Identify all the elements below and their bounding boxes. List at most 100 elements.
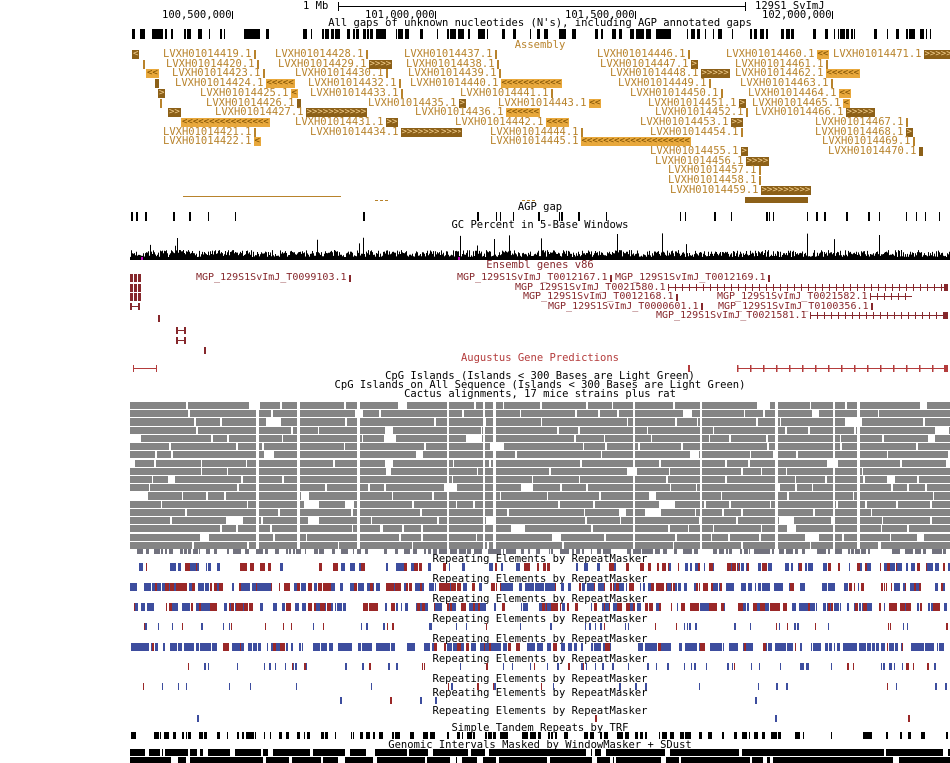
assembly-fragment[interactable]: LVXH01014434.1 >>>>>>>>>>> [310, 126, 463, 137]
augustus-gene-segment[interactable] [133, 365, 157, 372]
ensembl-gene[interactable]: MGP_129S1SvImJ_T0021581.1 [656, 311, 807, 321]
repeatmasker-track-6[interactable] [130, 663, 950, 670]
track-title-agp-gap[interactable]: AGP gap [517, 201, 563, 213]
track-title-cpg-islands-all[interactable]: CpG Islands on All Sequence (Islands < 3… [334, 379, 746, 391]
assembly-fragment-mark[interactable] [160, 98, 162, 108]
assembly-fragment-mark[interactable]: <<<<<<<<<<<<<<<< [181, 117, 270, 127]
assembly-fragment[interactable]: LVXH01014452.1 [655, 107, 748, 117]
assembly-fragment-mark[interactable]: << [146, 69, 159, 79]
assembly-fragment[interactable]: LVXH01014427.1 >>>>>>>>>>> [215, 107, 368, 117]
assembly-fragment[interactable]: LVXH01014460.1 << [726, 49, 830, 59]
assembly-fragment[interactable]: LVXH01014425.1 < [200, 88, 298, 98]
ensembl-gene[interactable]: MGP_129S1SvImJ_T0012169.1 [615, 273, 770, 283]
repeatmasker-track-3[interactable] [130, 603, 950, 611]
track-title-repeatmasker-5[interactable]: Repeating Elements by RepeatMasker [432, 633, 648, 645]
assembly-fragment[interactable]: LVXH01014449.1 [618, 78, 711, 88]
track-title-repeatmasker-3[interactable]: Repeating Elements by RepeatMasker [432, 593, 648, 605]
assembly-fragment[interactable]: LVXH01014448.1 >>>>> [610, 68, 730, 79]
assembly-fragment[interactable]: LVXH01014464.1 << [748, 88, 852, 98]
track-title-gc-percent[interactable]: GC Percent in 5-Base Windows [451, 219, 629, 231]
ensembl-clipped-gene[interactable] [130, 274, 142, 282]
track-title-repeatmasker-2[interactable]: Repeating Elements by RepeatMasker [432, 573, 648, 585]
track-title-assembly[interactable]: Assembly [514, 39, 566, 51]
assembly-fragment[interactable]: LVXH01014457.1 [668, 165, 761, 176]
assembly-fragment[interactable]: LVXH01014432.1 [308, 78, 401, 88]
assembly-fragment[interactable]: LVXH01014428.1 [275, 49, 368, 59]
assembly-fragment[interactable]: LVXH01014471.1 >>>>> [833, 49, 950, 59]
track-title-repeatmasker-8[interactable]: Repeating Elements by RepeatMasker [432, 687, 648, 699]
assembly-fragment[interactable]: LVXH01014455.1 > [650, 146, 748, 156]
cactus-rat-row[interactable] [130, 549, 950, 554]
assembly-fragment[interactable]: LVXH01014453.1 >> [640, 117, 744, 127]
assembly-fragment[interactable]: LVXH01014422.1 < [163, 136, 261, 147]
track-title-ensembl[interactable]: Ensembl genes v86 [486, 259, 594, 271]
assembly-fragment-mark[interactable]: >> [168, 108, 181, 118]
ensembl-gene[interactable]: MGP_129S1SvImJ_T0021582.1 [717, 292, 868, 302]
ensembl-clipped-gene[interactable] [130, 283, 142, 292]
repeatmasker-track-7[interactable] [130, 683, 950, 690]
assembly-fragment-mark[interactable]: < [132, 50, 140, 59]
repeatmasker-track-4[interactable] [130, 623, 950, 630]
repeatmasker-track-2[interactable] [130, 583, 950, 591]
track-title-cactus-alignments[interactable]: Cactus alignments, 17 mice strains plus … [404, 388, 676, 400]
assembly-fragment[interactable]: LVXH01014440.1 <<<<<<<<<<< [410, 78, 563, 88]
assembly-fragment[interactable]: LVXH01014436.1 <<<<<< [415, 107, 541, 117]
ensembl-gene[interactable]: MGP_129S1SvImJ_T0021580.1 [515, 282, 666, 292]
ensembl-gene-structure[interactable] [668, 283, 948, 291]
assembly-fragment[interactable]: LVXH01014469.1 [822, 136, 915, 147]
assembly-fragment[interactable]: LVXH01014470.1 [828, 146, 923, 156]
assembly-fragment[interactable]: LVXH01014446.1 [597, 49, 690, 59]
assembly-fragment[interactable]: LVXH01014454.1 [650, 126, 743, 137]
ensembl-small-gene[interactable] [176, 337, 186, 344]
ensembl-small-gene[interactable] [130, 303, 140, 310]
assembly-fragment[interactable]: LVXH01014426.1 [206, 97, 301, 108]
assembly-fragment[interactable]: LVXH01014421.1 [163, 126, 256, 137]
track-title-repeatmasker-4[interactable]: Repeating Elements by RepeatMasker [432, 613, 648, 625]
ensembl-gene[interactable]: MGP_129S1SvImJ_T0012167.1 [457, 273, 612, 283]
assembly-fragment[interactable]: LVXH01014439.1 [408, 68, 501, 79]
assembly-fragment[interactable]: LVXH01014435.1 > [368, 97, 466, 108]
assembly-fragment[interactable]: LVXH01014430.1 [295, 68, 388, 79]
track-title-windowmasker[interactable]: Genomic Intervals Masked by WindowMasker… [388, 739, 692, 751]
track-title-repeatmasker-6[interactable]: Repeating Elements by RepeatMasker [432, 653, 648, 665]
assembly-fragment-mark[interactable] [143, 59, 145, 69]
repeatmasker-track-8[interactable] [130, 697, 950, 704]
windowmasker-band-2[interactable] [130, 757, 950, 763]
track-title-repeatmasker-7[interactable]: Repeating Elements by RepeatMasker [432, 673, 648, 685]
assembly-fragment[interactable]: LVXH01014423.1 [172, 68, 265, 79]
track-title-trf[interactable]: Simple Tandem Repeats by TRF [451, 722, 629, 734]
gc-percent-histogram[interactable] [130, 232, 950, 260]
assembly-fragment[interactable]: LVXH01014462.1 <<<<<< [735, 68, 861, 79]
gaps-track[interactable] [130, 29, 950, 39]
assembly-fragment[interactable]: LVXH01014438.1 [406, 58, 499, 69]
ensembl-gene-structure[interactable] [810, 312, 948, 319]
assembly-fragment[interactable]: LVXH01014458.1 [668, 175, 761, 185]
ensembl-clipped-gene[interactable] [130, 293, 142, 301]
ensembl-gene[interactable]: MGP_129S1SvImJ_T0100356.1 [718, 301, 873, 311]
track-title-augustus[interactable]: Augustus Gene Predictions [460, 352, 620, 364]
assembly-fragment[interactable]: LVXH01014442.1 <<<< [455, 117, 570, 127]
ensembl-gene[interactable]: MGP_129S1SvImJ_T0012168.1 [523, 292, 678, 302]
assembly-fragment[interactable]: LVXH01014463.1 [740, 78, 833, 88]
assembly-fragment[interactable]: LVXH01014468.1 > [815, 126, 913, 137]
assembly-fragment[interactable]: LVXH01014451.1 > [648, 97, 746, 108]
agp-gap-track[interactable] [130, 212, 950, 221]
assembly-fragment[interactable]: LVXH01014443.1 << [498, 97, 602, 108]
assembly-fragment[interactable]: LVXH01014420.1 [166, 58, 259, 69]
repeatmasker-track-5[interactable] [130, 643, 950, 651]
ensembl-gene-structure[interactable] [870, 293, 912, 300]
repeatmasker-track-1[interactable] [130, 563, 950, 571]
assembly-fragment[interactable]: LVXH01014431.1 >> [295, 117, 399, 127]
assembly-fragment[interactable]: LVXH01014419.1 [163, 49, 256, 59]
ensembl-gene[interactable]: MGP_129S1SvImJ_T0000601.1 [548, 301, 703, 311]
assembly-fragment-mark[interactable]: > [158, 88, 166, 98]
augustus-gene-structure[interactable] [737, 365, 948, 372]
assembly-fragment[interactable]: LVXH01014444.1 [490, 126, 583, 137]
assembly-fragment[interactable]: LVXH01014459.1 >>>>>>>>> [670, 185, 812, 195]
trf-track[interactable] [130, 732, 950, 739]
assembly-fragment[interactable]: LVXH01014429.1 >>>> [278, 58, 393, 69]
assembly-fragment[interactable]: LVXH01014466.1 >>>>> [755, 107, 875, 117]
assembly-fragment[interactable]: LVXH01014441.1 [460, 88, 553, 98]
assembly-fragment[interactable]: LVXH01014461.1 [735, 58, 828, 69]
assembly-fragment[interactable]: LVXH01014467.1 [815, 117, 908, 127]
